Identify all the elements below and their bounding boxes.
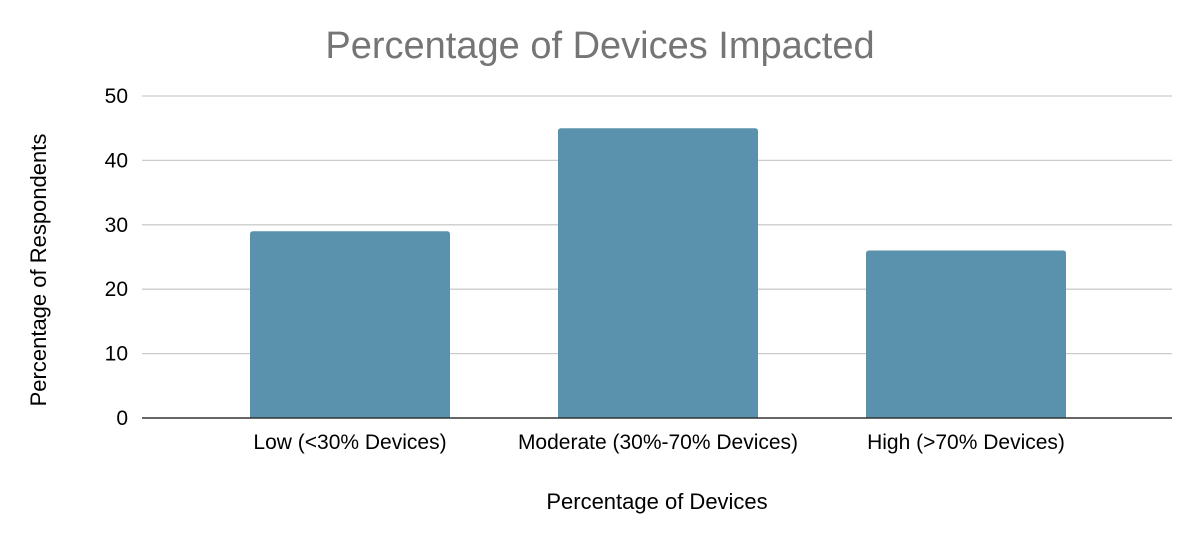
y-tick-label: 30 (105, 214, 128, 237)
bars (250, 128, 1066, 418)
chart-title: Percentage of Devices Impacted (325, 25, 874, 67)
x-axis-label: Percentage of Devices (546, 489, 767, 514)
x-tick-label: Moderate (30%-70% Devices) (518, 431, 798, 454)
x-tick-label: Low (<30% Devices) (253, 431, 446, 454)
bar-2 (866, 250, 1066, 418)
y-tick-label: 0 (116, 407, 128, 430)
bar-1 (558, 128, 758, 418)
y-tick-label: 10 (105, 343, 128, 366)
bar-0 (250, 231, 450, 418)
x-tick-label: High (>70% Devices) (867, 431, 1065, 454)
y-axis-ticks: 0 10 20 30 40 50 (105, 85, 128, 430)
y-tick-label: 40 (105, 149, 128, 172)
y-tick-label: 50 (105, 85, 128, 108)
x-axis-ticks: Low (<30% Devices) Moderate (30%-70% Devi… (253, 431, 1065, 454)
y-tick-label: 20 (105, 278, 128, 301)
y-axis-label: Percentage of Respondents (26, 134, 51, 407)
